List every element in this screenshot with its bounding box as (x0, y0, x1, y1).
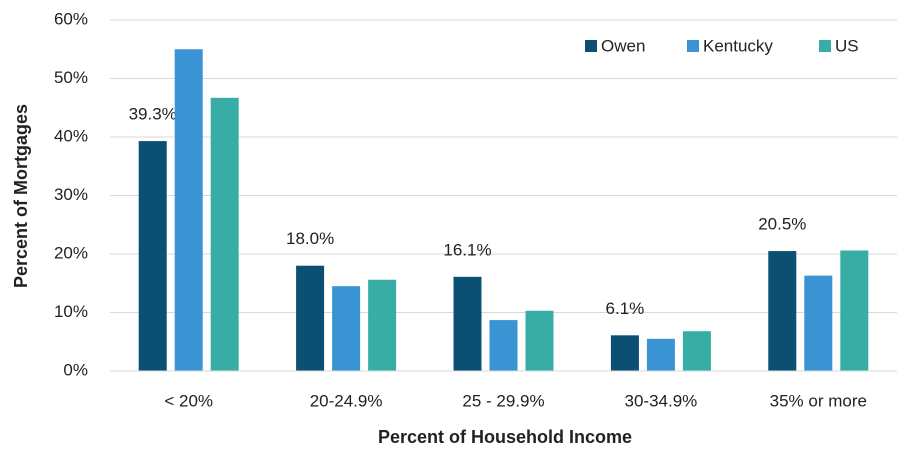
y-tick-label: 40% (54, 126, 88, 145)
bar (804, 275, 833, 371)
data-label: 16.1% (443, 240, 491, 259)
legend-label: US (835, 36, 859, 55)
bar (610, 335, 639, 371)
x-tick-label: 25 - 29.9% (462, 391, 544, 410)
legend-label: Owen (601, 36, 645, 55)
x-axis-title: Percent of Household Income (378, 427, 632, 447)
bar (682, 331, 711, 371)
bar (296, 265, 325, 371)
data-label: 20.5% (758, 215, 806, 234)
y-tick-label: 50% (54, 68, 88, 87)
y-tick-label: 20% (54, 243, 88, 262)
y-tick-label: 10% (54, 302, 88, 321)
bar (174, 49, 203, 371)
bar (489, 320, 518, 371)
bar (138, 141, 167, 371)
legend-swatch (819, 40, 831, 52)
data-label: 18.0% (286, 229, 334, 248)
x-tick-label: 20-24.9% (310, 391, 383, 410)
x-tick-label: 30-34.9% (625, 391, 698, 410)
bar (210, 97, 239, 372)
bar (453, 276, 482, 371)
y-tick-label: 0% (63, 360, 88, 379)
legend-swatch (585, 40, 597, 52)
bar (646, 338, 675, 371)
y-tick-label: 60% (54, 9, 88, 28)
bar (768, 251, 797, 371)
bar (840, 250, 869, 371)
bar (368, 279, 397, 371)
data-label: 39.3% (129, 105, 177, 124)
y-tick-label: 30% (54, 185, 88, 204)
legend-label: Kentucky (703, 36, 773, 55)
x-tick-label: 35% or more (770, 391, 867, 410)
data-label: 6.1% (606, 299, 645, 318)
legend-swatch (687, 40, 699, 52)
bar (525, 310, 554, 371)
x-tick-label: < 20% (164, 391, 213, 410)
bar (332, 286, 361, 371)
y-axis-title: Percent of Mortgages (11, 104, 31, 288)
